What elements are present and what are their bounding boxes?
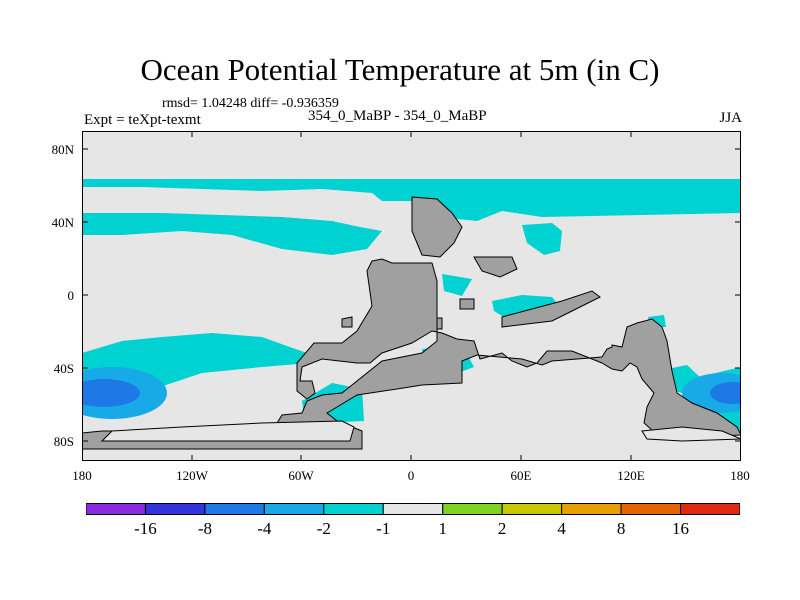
map-frame [82,131,741,461]
x-tick-label: 60E [510,468,532,483]
x-tick-label: 180 [730,468,750,483]
x-tick-label: 0 [407,468,415,483]
y-tick-label: 40N [51,215,74,230]
case-label: 354_0_MaBP - 354_0_MaBP [308,108,487,124]
legend-swatch [382,503,444,515]
legend-label: 8 [616,519,626,538]
legend-swatch [204,503,265,515]
legend-swatch [442,503,503,515]
stats-text: rmsd= 1.04248 diff= -0.936359 [162,96,339,111]
legend-swatch [144,503,206,515]
difference-map [82,131,741,461]
legend-label: 4 [557,519,566,538]
legend-swatch [323,503,384,515]
plot-title: Ocean Potential Temperature at 5m (in C) [140,52,660,87]
legend-swatch [620,503,682,515]
legend-label: 1 [438,519,447,538]
y-tick-label: 80N [51,142,74,157]
anomaly-regions-blue [82,367,741,419]
legend-swatch [680,503,740,515]
legend-label: -2 [316,519,331,538]
legend-label: 16 [672,519,690,538]
legend-label: -16 [134,519,157,538]
y-tick-label: 80S [53,434,74,449]
polar-region [100,420,741,442]
experiment-label: Expt = teXpt-texmt [84,112,201,128]
y-tick-label: 40S [53,361,74,376]
legend-label: -8 [197,519,212,538]
legend-label: -1 [376,519,391,538]
x-tick-label: 180 [72,468,92,483]
color-legend [86,503,740,515]
legend-label: 2 [497,519,507,538]
legend-swatches [86,503,740,515]
x-tick-label: 60W [288,468,314,483]
x-tick-label: 120E [617,468,645,483]
legend-swatch [86,503,146,515]
x-tick-label: 120W [176,468,208,483]
y-tick-label: 0 [67,288,75,303]
legend-label: -4 [257,519,272,538]
legend-swatch [263,503,325,515]
legend-swatch [501,503,563,515]
season-label: JJA [719,110,742,126]
legend-swatch [561,503,622,515]
